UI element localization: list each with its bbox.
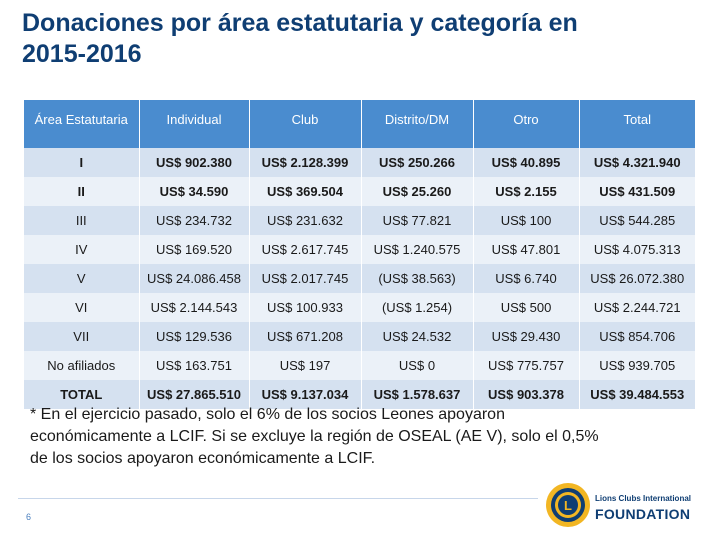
table-cell: US$ 1.240.575 xyxy=(361,235,474,264)
table-row: No afiliados US$ 163.751 US$ 197 US$ 0 U… xyxy=(24,351,695,380)
footnote: * En el ejercicio pasado, solo el 6% de … xyxy=(30,404,690,470)
header-individual: Individual xyxy=(139,100,250,148)
table-cell: US$ 4.321.940 xyxy=(579,148,695,177)
slide-title-line1: Donaciones por área estatutaria y catego… xyxy=(22,9,578,37)
table-cell: US$ 234.732 xyxy=(139,206,250,235)
table-cell: US$ 2.617.745 xyxy=(249,235,362,264)
table-cell: TOTAL xyxy=(24,380,140,409)
table-cell: US$ 6.740 xyxy=(473,264,580,293)
table-cell: No afiliados xyxy=(24,351,140,380)
table-cell: US$ 26.072.380 xyxy=(579,264,695,293)
table-cell: US$ 903.378 xyxy=(473,380,580,409)
slide-title: Donaciones por área estatutaria y catego… xyxy=(22,8,702,70)
header-club: Club xyxy=(249,100,362,148)
lcif-logo: L Lions Clubs International FOUNDATION xyxy=(545,482,705,530)
table-cell: US$ 2.155 xyxy=(473,177,580,206)
table-cell: US$ 939.705 xyxy=(579,351,695,380)
table-cell: US$ 4.075.313 xyxy=(579,235,695,264)
table-cell: VI xyxy=(24,293,140,322)
table-cell: V xyxy=(24,264,140,293)
lions-emblem-icon: L xyxy=(546,483,590,527)
table-cell: US$ 0 xyxy=(361,351,474,380)
table-cell: US$ 197 xyxy=(249,351,362,380)
table-row: III US$ 234.732 US$ 231.632 US$ 77.821 U… xyxy=(24,206,695,235)
header-district: Distrito/DM xyxy=(361,100,474,148)
table-cell: US$ 163.751 xyxy=(139,351,250,380)
table-cell: (US$ 38.563) xyxy=(361,264,474,293)
table-cell: US$ 671.208 xyxy=(249,322,362,351)
table-cell: US$ 29.430 xyxy=(473,322,580,351)
table-cell: US$ 500 xyxy=(473,293,580,322)
table-cell: I xyxy=(24,148,140,177)
table-row: V US$ 24.086.458 US$ 2.017.745 (US$ 38.5… xyxy=(24,264,695,293)
table-cell: US$ 544.285 xyxy=(579,206,695,235)
table-row: II US$ 34.590 US$ 369.504 US$ 25.260 US$… xyxy=(24,177,695,206)
table-cell: US$ 231.632 xyxy=(249,206,362,235)
table-cell: VII xyxy=(24,322,140,351)
table-cell: US$ 129.536 xyxy=(139,322,250,351)
table-cell: US$ 902.380 xyxy=(139,148,250,177)
table-cell: US$ 100.933 xyxy=(249,293,362,322)
table-cell: US$ 2.144.543 xyxy=(139,293,250,322)
page-number: 6 xyxy=(26,512,32,522)
footnote-line2: económicamente a LCIF. Si se excluye la … xyxy=(30,428,599,445)
header-other: Otro xyxy=(473,100,580,148)
table-cell: IV xyxy=(24,235,140,264)
table-cell: US$ 25.260 xyxy=(361,177,474,206)
table-cell: US$ 369.504 xyxy=(249,177,362,206)
logo-top-text: Lions Clubs International xyxy=(595,494,692,503)
table-cell: US$ 1.578.637 xyxy=(361,380,474,409)
table-row: IV US$ 169.520 US$ 2.617.745 US$ 1.240.5… xyxy=(24,235,695,264)
table-row: I US$ 902.380 US$ 2.128.399 US$ 250.266 … xyxy=(24,148,695,177)
table-cell: US$ 431.509 xyxy=(579,177,695,206)
table-cell: US$ 854.706 xyxy=(579,322,695,351)
donations-table: Área Estatutaria Individual Club Distrit… xyxy=(24,100,695,409)
table-cell: US$ 40.895 xyxy=(473,148,580,177)
table-cell: US$ 2.017.745 xyxy=(249,264,362,293)
logo-main-text: FOUNDATION xyxy=(595,506,691,522)
table-cell: US$ 34.590 xyxy=(139,177,250,206)
table-total-row: TOTAL US$ 27.865.510 US$ 9.137.034 US$ 1… xyxy=(24,380,695,409)
table-cell: US$ 77.821 xyxy=(361,206,474,235)
table-cell: (US$ 1.254) xyxy=(361,293,474,322)
table-cell: US$ 24.086.458 xyxy=(139,264,250,293)
table-cell: US$ 39.484.553 xyxy=(579,380,695,409)
header-total: Total xyxy=(579,100,695,148)
table-row: VII US$ 129.536 US$ 671.208 US$ 24.532 U… xyxy=(24,322,695,351)
table-cell: US$ 169.520 xyxy=(139,235,250,264)
table-cell: US$ 775.757 xyxy=(473,351,580,380)
table-row: VI US$ 2.144.543 US$ 100.933 (US$ 1.254)… xyxy=(24,293,695,322)
emblem-letter: L xyxy=(564,498,572,513)
table-header-row: Área Estatutaria Individual Club Distrit… xyxy=(24,100,695,148)
table-cell: II xyxy=(24,177,140,206)
table-cell: III xyxy=(24,206,140,235)
slide-title-line2: 2015-2016 xyxy=(22,40,142,68)
table-cell: US$ 2.244.721 xyxy=(579,293,695,322)
table-cell: US$ 250.266 xyxy=(361,148,474,177)
table-cell: US$ 24.532 xyxy=(361,322,474,351)
table-cell: US$ 47.801 xyxy=(473,235,580,264)
table-cell: US$ 100 xyxy=(473,206,580,235)
footnote-line1: * En el ejercicio pasado, solo el 6% de … xyxy=(30,406,505,423)
footnote-line3: de los socios apoyaron económicamente a … xyxy=(30,450,376,467)
footer-divider xyxy=(18,498,538,499)
table-cell: US$ 2.128.399 xyxy=(249,148,362,177)
header-area: Área Estatutaria xyxy=(24,100,140,148)
table-cell: US$ 9.137.034 xyxy=(249,380,362,409)
table-cell: US$ 27.865.510 xyxy=(139,380,250,409)
